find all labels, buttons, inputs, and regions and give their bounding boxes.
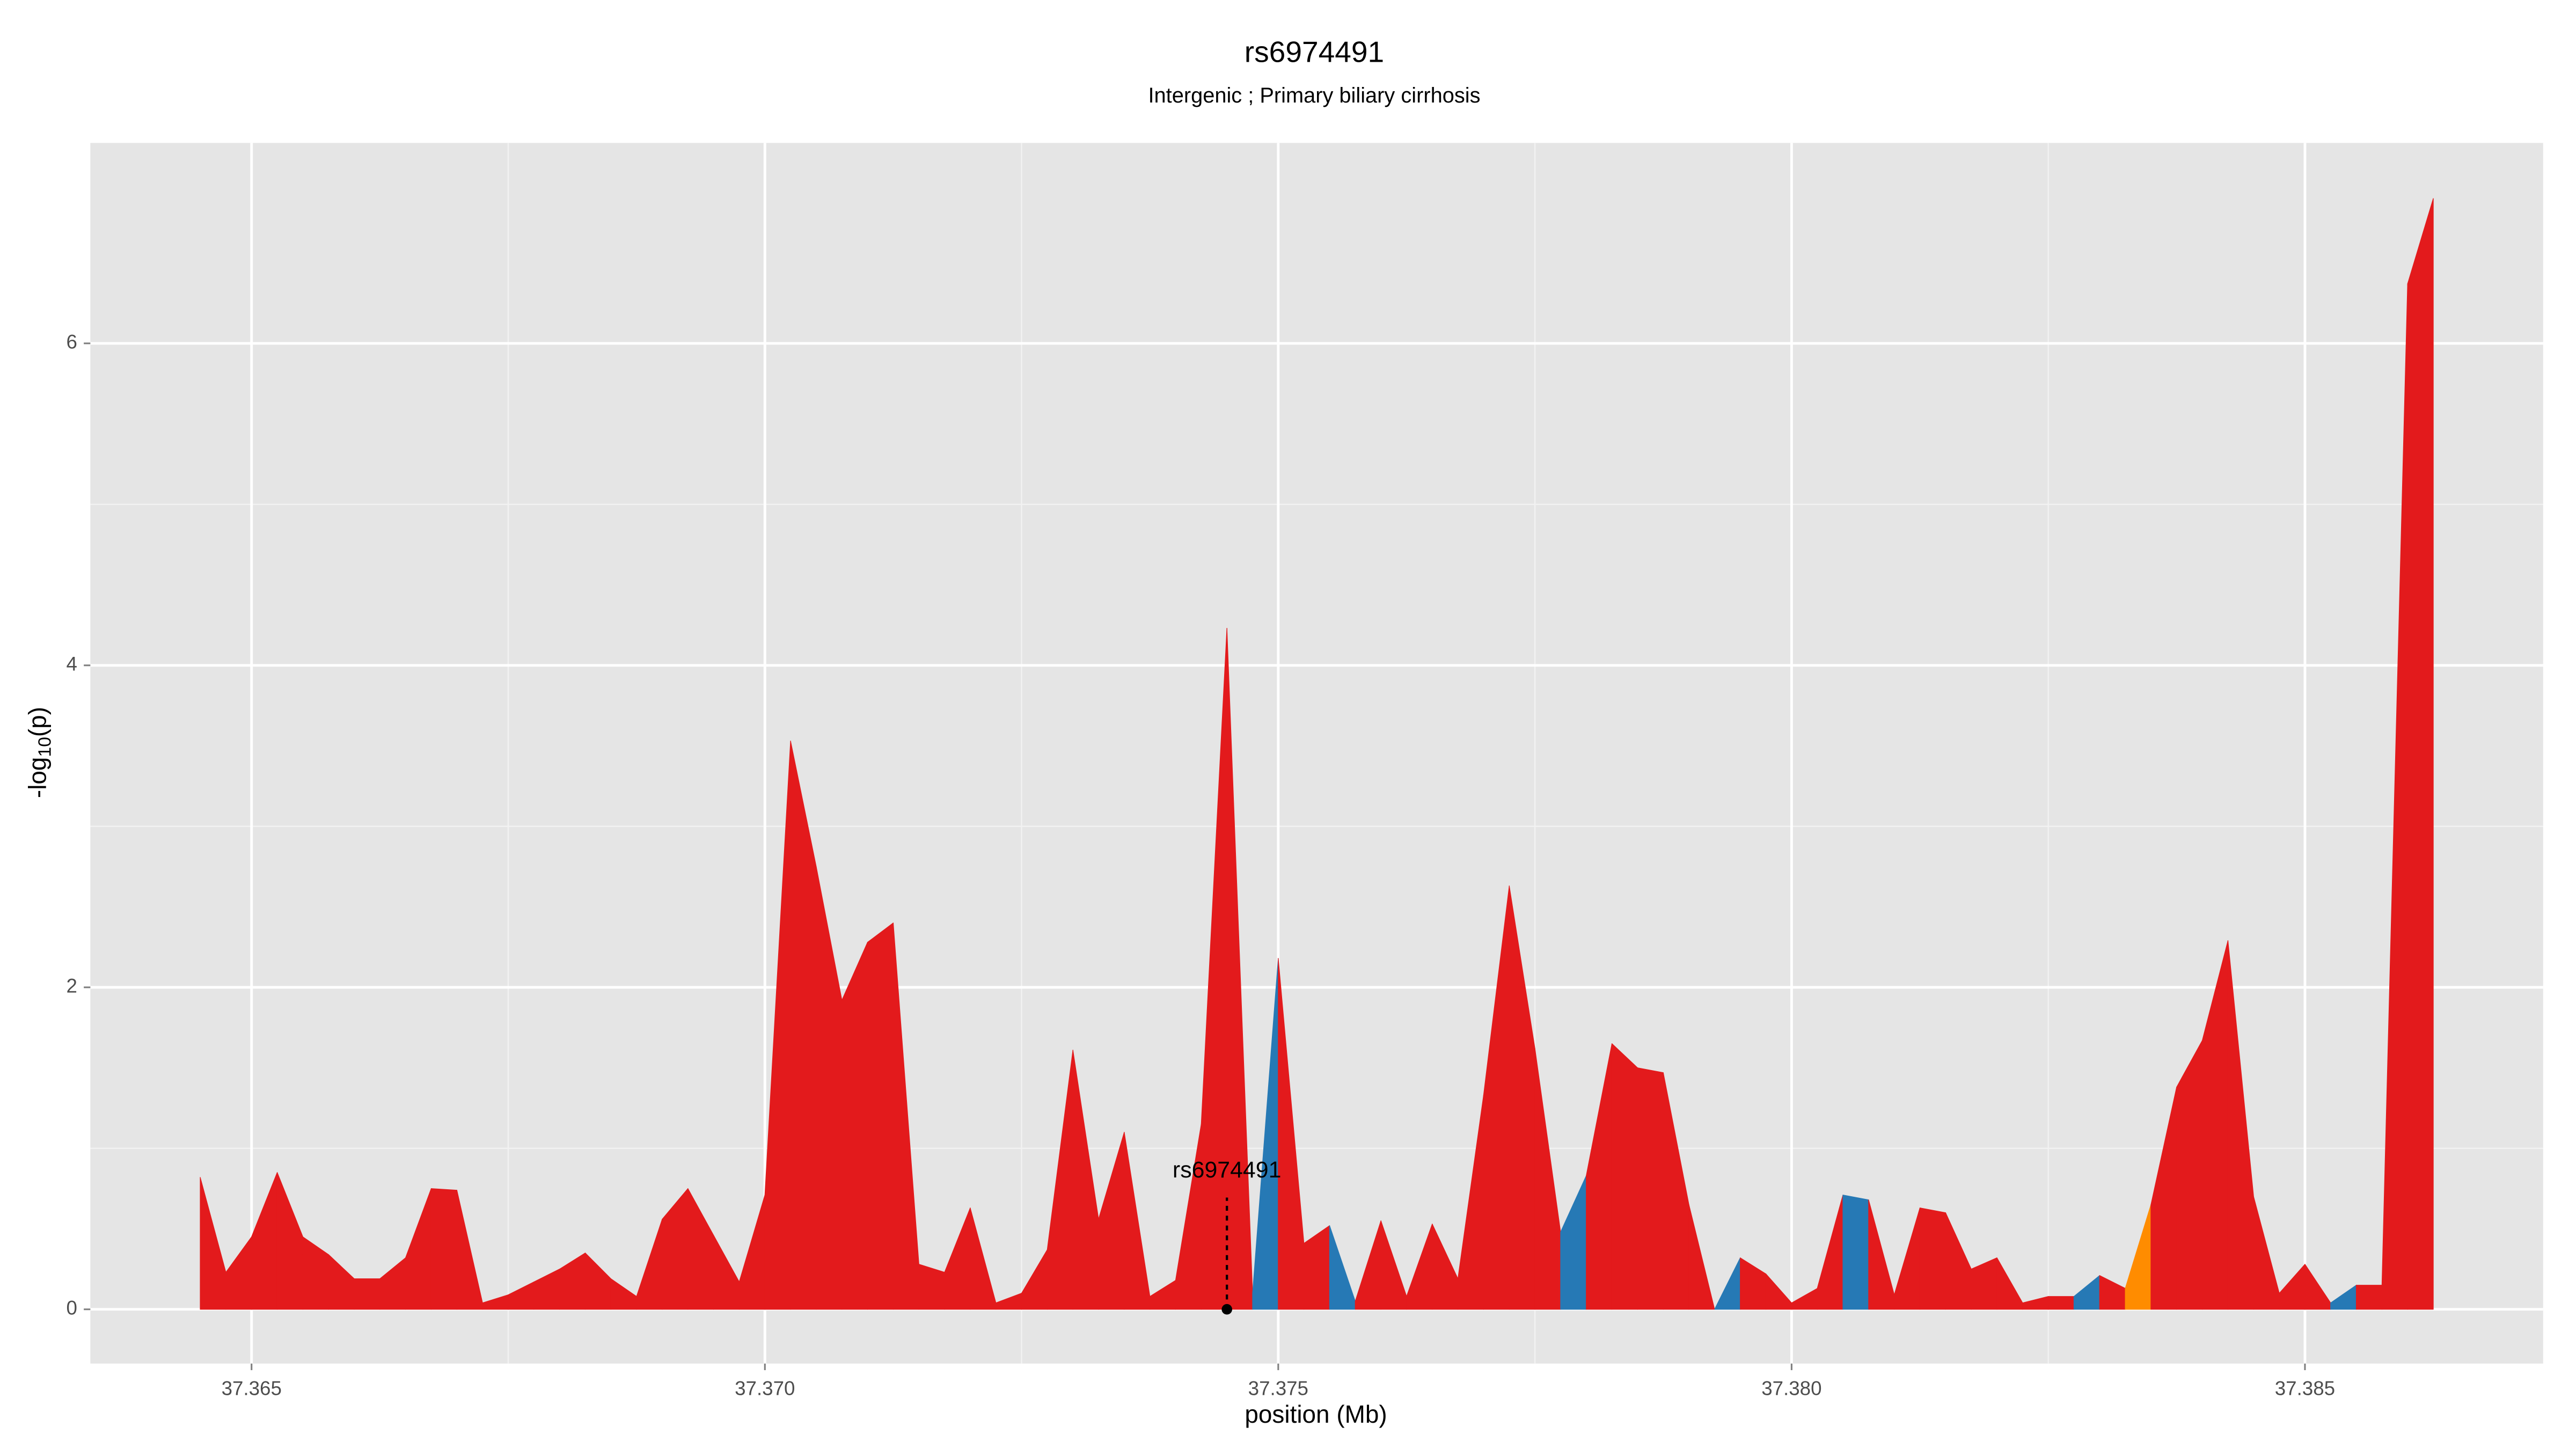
- x-tick-label: 37.375: [1248, 1377, 1308, 1399]
- area-segment: [1842, 1195, 1869, 1310]
- area-segment: [841, 942, 868, 1310]
- x-axis-label: position (Mb): [1245, 1400, 1387, 1428]
- annotation-point: [1221, 1304, 1232, 1315]
- area-segment: [2407, 198, 2434, 1310]
- x-tick-label: 37.385: [2275, 1377, 2335, 1399]
- x-tick-label: 37.370: [735, 1377, 795, 1399]
- x-tick-label: 37.380: [1761, 1377, 1821, 1399]
- area-segment: [1919, 1208, 1946, 1310]
- area-segment: [2176, 1040, 2203, 1310]
- y-axis-label-part: -log: [24, 757, 52, 799]
- y-axis-label: -log10(p): [24, 707, 55, 798]
- marks: [200, 198, 2434, 1310]
- y-axis-label-part: (p): [24, 707, 52, 737]
- area-segment: [1688, 1204, 1715, 1310]
- area-segment: [430, 1188, 457, 1310]
- area-segment: [1637, 1067, 1664, 1310]
- chart-title: rs6974491: [1245, 35, 1384, 69]
- area-segment: [1611, 1043, 1638, 1310]
- y-tick-label: 6: [66, 331, 77, 353]
- area-segment: [867, 923, 894, 1310]
- area-segment: [354, 1278, 380, 1310]
- area-segment: [2355, 1285, 2383, 1310]
- y-axis-label-subscript: 10: [35, 737, 55, 757]
- y-tick-label: 4: [66, 653, 77, 675]
- panel: [90, 143, 2543, 1364]
- area-segment: [2048, 1296, 2075, 1310]
- area-segment: [918, 1264, 945, 1310]
- y-tick-label: 0: [66, 1297, 77, 1319]
- y-tick-label: 2: [66, 975, 77, 997]
- chart-subtitle: Intergenic ; Primary biliary cirrhosis: [1148, 84, 1480, 107]
- annotation-label: rs6974491: [1173, 1157, 1281, 1183]
- x-tick-label: 37.365: [222, 1377, 282, 1399]
